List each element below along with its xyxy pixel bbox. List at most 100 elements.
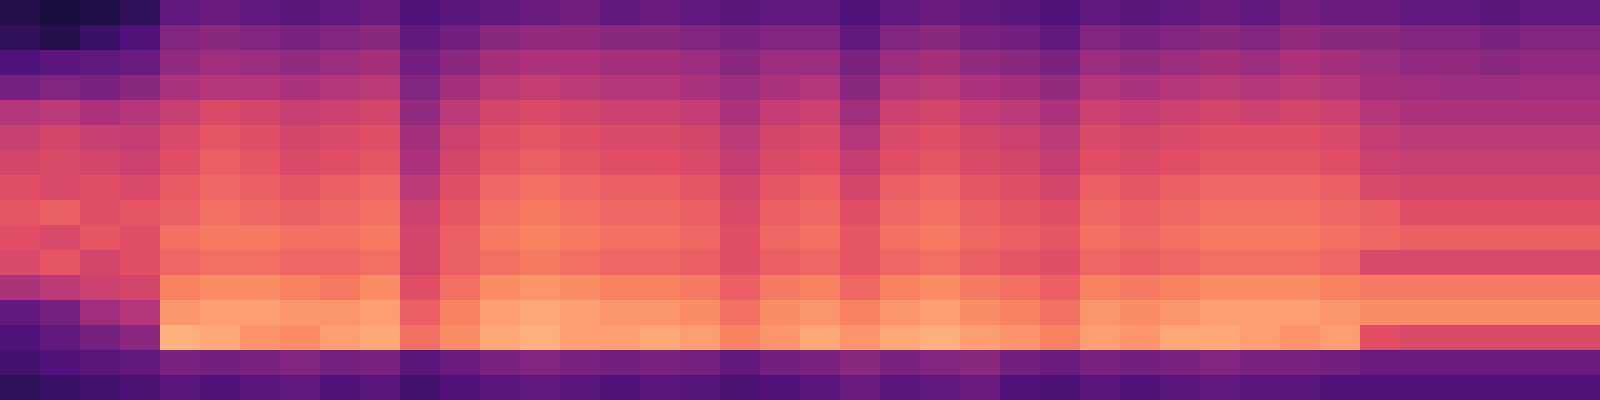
cell — [1560, 350, 1600, 376]
cell — [1240, 225, 1281, 251]
cell — [40, 325, 81, 351]
cell — [360, 50, 401, 76]
cell — [960, 275, 1001, 301]
cell — [80, 75, 121, 101]
cell — [1440, 375, 1481, 400]
cell — [120, 200, 161, 226]
cell — [0, 75, 41, 101]
cell — [360, 175, 401, 201]
cell — [120, 0, 161, 26]
cell — [1280, 100, 1321, 126]
cell — [1400, 375, 1441, 400]
cell — [40, 0, 81, 26]
cell — [1040, 75, 1081, 101]
cell — [200, 300, 241, 326]
cell — [400, 350, 441, 376]
cell — [720, 375, 761, 400]
cell — [1040, 50, 1081, 76]
cell — [1520, 325, 1561, 351]
cell — [1520, 225, 1561, 251]
cell — [1120, 300, 1161, 326]
cell — [1480, 375, 1521, 400]
cell — [1360, 375, 1401, 400]
cell — [800, 200, 841, 226]
cell — [1160, 300, 1201, 326]
cell — [240, 375, 281, 400]
cell — [800, 300, 841, 326]
cell — [1400, 300, 1441, 326]
cell — [1560, 225, 1600, 251]
cell — [600, 225, 641, 251]
cell — [1440, 250, 1481, 276]
cell — [960, 75, 1001, 101]
cell — [880, 100, 921, 126]
cell — [720, 225, 761, 251]
cell — [880, 300, 921, 326]
cell — [640, 125, 681, 151]
cell — [880, 200, 921, 226]
cell — [640, 200, 681, 226]
cell — [160, 375, 201, 400]
cell — [360, 125, 401, 151]
cell — [1320, 225, 1361, 251]
cell — [1360, 250, 1401, 276]
cell — [360, 275, 401, 301]
cell — [1320, 350, 1361, 376]
cell — [520, 125, 561, 151]
cell — [1040, 225, 1081, 251]
cell — [1000, 300, 1041, 326]
cell — [360, 25, 401, 51]
cell — [960, 375, 1001, 400]
cell — [880, 75, 921, 101]
cell — [840, 275, 881, 301]
cell — [360, 250, 401, 276]
cell — [1560, 25, 1600, 51]
cell — [680, 350, 721, 376]
cell — [1040, 350, 1081, 376]
cell — [480, 0, 521, 26]
cell — [160, 225, 201, 251]
cell — [200, 250, 241, 276]
cell — [1400, 200, 1441, 226]
cell — [840, 375, 881, 400]
cell — [840, 350, 881, 376]
cell — [1400, 225, 1441, 251]
cell — [1440, 50, 1481, 76]
cell — [760, 300, 801, 326]
cell — [760, 250, 801, 276]
cell — [1520, 275, 1561, 301]
cell — [1440, 0, 1481, 26]
cell — [1280, 250, 1321, 276]
cell — [40, 50, 81, 76]
cell — [1160, 100, 1201, 126]
cell — [920, 125, 961, 151]
cell — [1080, 25, 1121, 51]
cell — [1520, 200, 1561, 226]
cell — [200, 125, 241, 151]
cell — [920, 100, 961, 126]
cell — [1280, 375, 1321, 400]
cell — [960, 125, 1001, 151]
cell — [920, 225, 961, 251]
cell — [480, 75, 521, 101]
cell — [640, 0, 681, 26]
cell — [920, 300, 961, 326]
cell — [1120, 175, 1161, 201]
cell — [1160, 200, 1201, 226]
cell — [200, 275, 241, 301]
cell — [80, 350, 121, 376]
cell — [1040, 150, 1081, 176]
cell — [1560, 200, 1600, 226]
cell — [1360, 225, 1401, 251]
cell — [800, 25, 841, 51]
cell — [1080, 375, 1121, 400]
cell — [1440, 325, 1481, 351]
cell — [1120, 375, 1161, 400]
cell — [840, 75, 881, 101]
cell — [680, 150, 721, 176]
cell — [1360, 100, 1401, 126]
cell — [720, 25, 761, 51]
cell — [40, 75, 81, 101]
cell — [560, 50, 601, 76]
cell — [320, 75, 361, 101]
